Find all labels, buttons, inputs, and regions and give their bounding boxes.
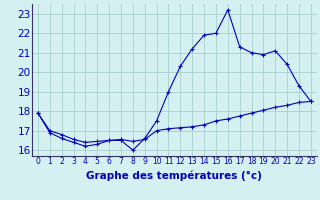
X-axis label: Graphe des températures (°c): Graphe des températures (°c)	[86, 171, 262, 181]
